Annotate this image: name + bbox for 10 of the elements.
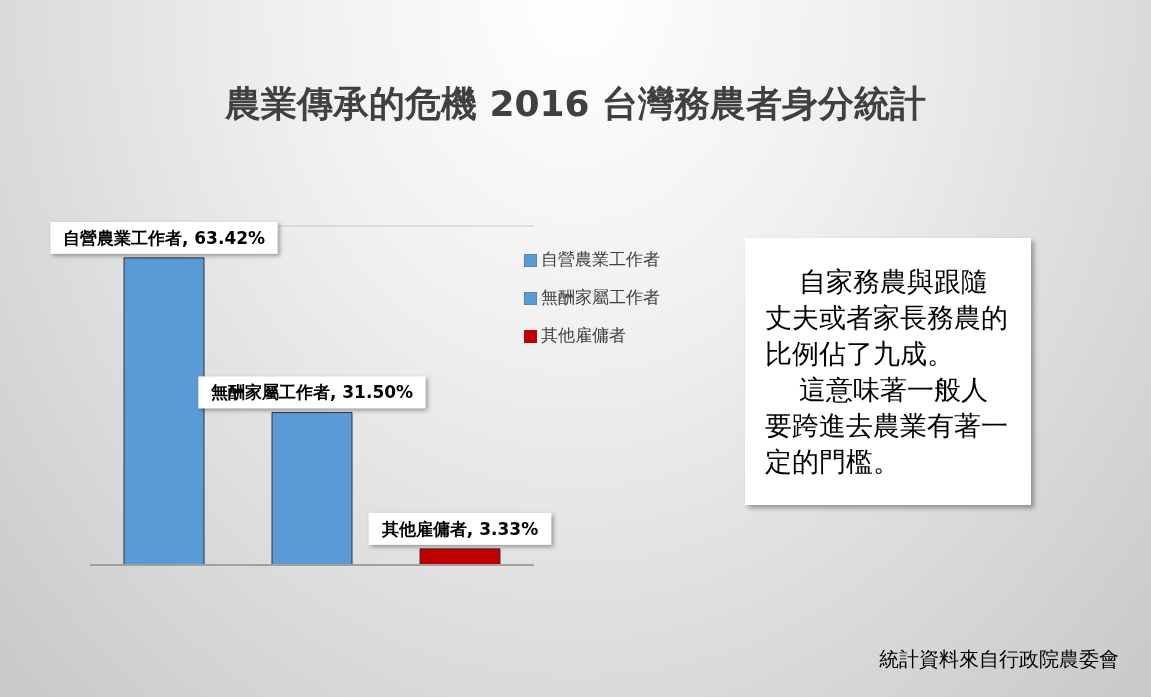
legend-label: 其他雇傭者: [541, 325, 626, 345]
chart-title: 農業傳承的危機 2016 台灣務農者身分統計: [223, 82, 928, 126]
data-label: 自營農業工作者, 63.42%: [62, 227, 266, 248]
data-label: 其他雇傭者, 3.33%: [380, 518, 539, 539]
legend-label: 自營農業工作者: [541, 249, 660, 269]
text: 自家務農與跟隨丈夫或者家長務農的比例佔了九成。: [765, 265, 1009, 371]
text: 這意味著一般人要跨進去農業有著一定的門檻。: [765, 373, 1009, 479]
text: 統計資料來自行政院農委會: [879, 646, 1119, 673]
data-label: 無酬家屬工作者, 31.50%: [209, 382, 414, 403]
legend-label: 無酬家屬工作者: [541, 287, 660, 307]
